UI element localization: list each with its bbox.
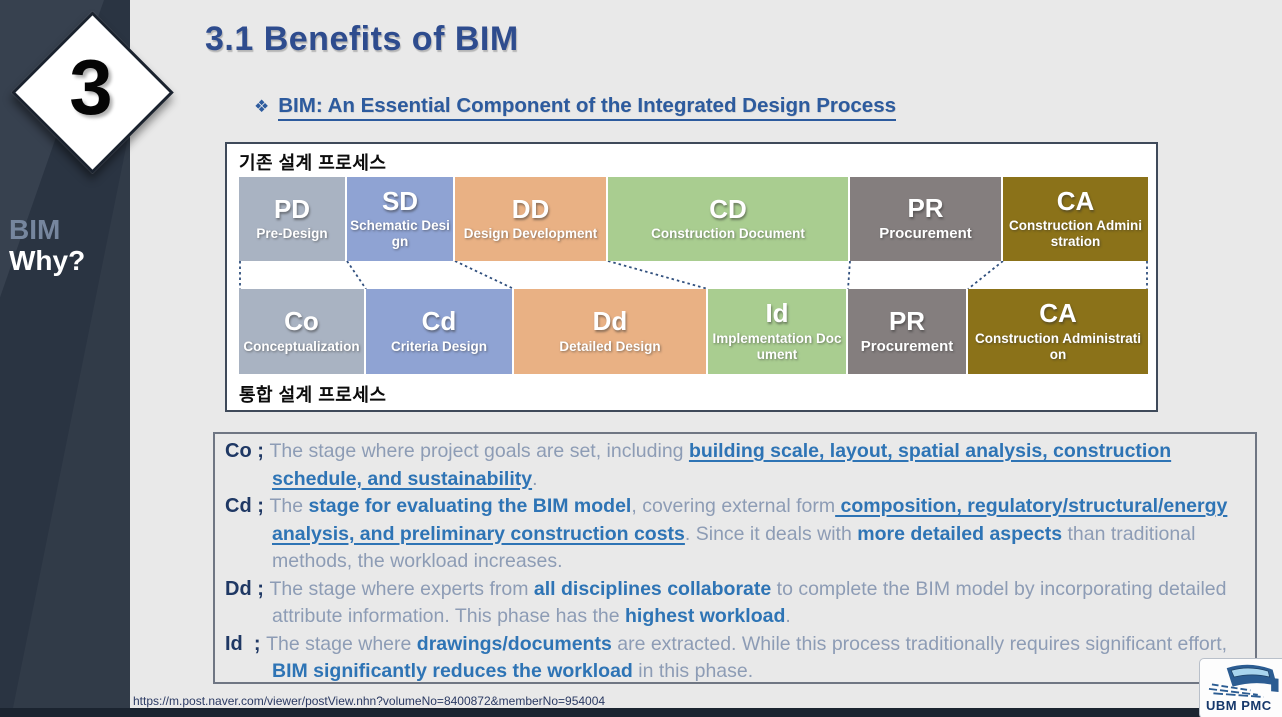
- block-code: PR: [907, 193, 944, 223]
- definition-text: . Since it deals with: [684, 522, 858, 545]
- block-code: Co: [284, 306, 319, 337]
- stage-code: Id ;: [225, 632, 267, 655]
- block-label: Criteria Design: [390, 338, 488, 354]
- process-block-dd-bottom: Dd Detailed Design: [514, 289, 708, 374]
- block-label: Construction Administration: [974, 330, 1141, 362]
- definition-highlight: drawings/documents: [416, 632, 612, 655]
- diamond-bullet-icon: ❖: [254, 97, 270, 116]
- definition-text: in this phase.: [632, 660, 754, 682]
- block-code: CD: [709, 193, 747, 224]
- definition-highlight: stage for evaluating the BIM model: [308, 495, 632, 517]
- subtitle-text: BIM: An Essential Component of the Integ…: [278, 94, 896, 121]
- definition-text: than traditional methods, the workload i…: [272, 522, 1196, 573]
- process-block-cd-top: CD Construction Document: [608, 177, 850, 261]
- definition-text: The stage where project goals are set, i…: [269, 440, 689, 462]
- stage-mapping-connectors: [239, 261, 1148, 289]
- subtitle-row: ❖ BIM: An Essential Component of the Int…: [254, 94, 896, 121]
- integrated-process-label: 통합 설계 프로세스: [239, 385, 387, 405]
- stage-definition-co: Co ; The stage where project goals are s…: [225, 438, 1245, 493]
- process-block-pr-bottom: PR Procurement: [848, 289, 968, 374]
- process-block-cd-bottom: Cd Criteria Design: [366, 289, 514, 374]
- process-comparison-diagram: 기존 설계 프로세스 PD Pre-Design SD Schematic Desig…: [225, 142, 1158, 412]
- stage-definitions-box: Co ; The stage where project goals are s…: [213, 432, 1257, 684]
- train-icon: [1208, 664, 1279, 698]
- definition-text: The stage where: [266, 632, 417, 655]
- block-label: Procurement: [860, 337, 954, 355]
- definition-text: , covering external form: [631, 495, 836, 517]
- process-block-sd-top: SD Schematic Design: [347, 177, 455, 261]
- block-code: PD: [273, 193, 311, 224]
- process-block-ca-bottom: CA Construction Administration: [968, 289, 1148, 374]
- process-block-pd-top: PD Pre-Design: [239, 177, 347, 261]
- slide-bottom-bar: [0, 708, 1282, 717]
- process-block-co-bottom: Co Conceptualization: [239, 289, 366, 374]
- traditional-process-row: PD Pre-Design SD Schematic Design DD Design D…: [239, 177, 1148, 261]
- source-url: https://m.post.naver.com/viewer/postView…: [133, 694, 606, 708]
- definition-text: The: [269, 495, 309, 517]
- logo-text: UBM PMC: [1206, 698, 1272, 713]
- definition-highlight: BIM significantly reduces the workload: [272, 660, 633, 682]
- block-code: SD: [381, 185, 419, 216]
- block-label: Design Development: [463, 226, 598, 242]
- process-block-id-bottom: Id Implementation Document: [708, 289, 848, 374]
- block-code: Cd: [421, 306, 457, 337]
- block-label: Pre-Design: [256, 226, 328, 242]
- section-number: 3: [69, 43, 113, 131]
- definition-highlight: composition, regulatory/structural/energ…: [272, 495, 1228, 545]
- block-code: PR: [888, 305, 926, 336]
- block-label: Construction Administration: [1009, 218, 1142, 250]
- stage-definition-dd: Dd ; The stage where experts from all di…: [225, 576, 1245, 631]
- block-code: CA: [1056, 185, 1095, 216]
- process-block-ca-top: CA Construction Administration: [1003, 177, 1148, 261]
- stage-code: Dd ;: [225, 577, 270, 600]
- definition-highlight: more detailed aspects: [857, 522, 1063, 545]
- stage-code: Co ;: [225, 440, 270, 462]
- stage-code: Cd ;: [225, 495, 270, 517]
- definition-highlight: building scale, layout, spatial analysis…: [272, 440, 1172, 490]
- sidebar-label-bim: BIM: [9, 214, 61, 245]
- process-block-dd-top: DD Design Development: [455, 177, 608, 261]
- definition-text: The stage where experts from: [269, 577, 534, 600]
- sidebar-label-why: Why?: [9, 245, 86, 276]
- block-label: Conceptualization: [243, 338, 360, 354]
- traditional-process-label: 기존 설계 프로세스: [239, 153, 387, 173]
- definition-highlight: highest workload: [625, 605, 786, 627]
- definition-highlight: all disciplines collaborate: [533, 577, 772, 600]
- integrated-process-row: Co Conceptualization Cd Criteria Design Dd De…: [239, 289, 1148, 374]
- block-label: Detailed Design: [559, 338, 661, 354]
- definition-text: .: [532, 467, 538, 490]
- stage-definition-id: Id ; The stage where drawings/documents …: [225, 631, 1245, 683]
- process-block-pr-top: PR Procurement: [850, 177, 1003, 261]
- stage-definition-cd: Cd ; The stage for evaluating the BIM mo…: [225, 493, 1245, 576]
- definition-text: are extracted. While this process tradit…: [611, 632, 1228, 655]
- block-label: Implementation Document: [712, 330, 842, 362]
- block-code: Id: [765, 298, 789, 329]
- block-label: Schematic Design: [350, 218, 450, 250]
- block-code: CA: [1039, 298, 1077, 329]
- block-label: Procurement: [879, 225, 972, 243]
- definition-text: to complete the BIM model by incorporati…: [272, 577, 1227, 628]
- block-code: DD: [511, 193, 550, 224]
- page-title: 3.1 Benefits of BIM: [205, 20, 519, 58]
- block-label: Construction Document: [651, 226, 805, 242]
- ubm-pmc-logo: UBM PMC: [1199, 658, 1282, 717]
- definition-text: .: [785, 605, 791, 627]
- block-code: Dd: [592, 306, 628, 337]
